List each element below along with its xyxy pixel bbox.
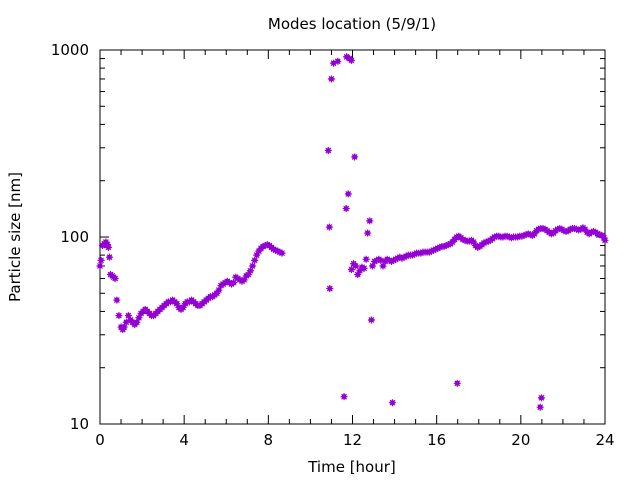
data-point [251,256,259,264]
data-point [230,279,238,287]
data-point [115,312,123,320]
data-point [179,303,187,311]
data-point [240,276,248,284]
y-tick-label: 1000 [51,41,89,59]
data-point [113,296,121,304]
x-tick-label: 20 [511,431,530,449]
x-tick-label: 0 [95,431,105,449]
y-axis-label: Particle size [nm] [6,172,24,302]
data-point [325,223,333,231]
data-point [135,314,143,322]
data-point [537,394,545,402]
data-point [249,262,257,270]
data-point [347,56,355,64]
data-point [347,266,355,274]
data-point [133,318,141,326]
y-tick-label: 10 [70,415,89,433]
data-point [124,312,132,320]
data-point [367,316,375,324]
x-tick-label: 16 [427,431,446,449]
data-point [379,262,387,270]
data-point [340,393,348,401]
data-point [334,57,342,65]
data-point [111,274,119,282]
data-point [342,205,350,213]
x-tick-label: 4 [179,431,189,449]
data-point [173,300,181,308]
data-point [364,229,372,237]
x-axis: 0 4 8 12 16 20 24 [95,50,615,449]
data-point [368,262,376,270]
data-point [120,323,128,331]
x-tick-label: 12 [343,431,362,449]
data-point [351,153,359,161]
data-point [104,243,112,251]
x-tick-label: 8 [264,431,274,449]
data-point [97,256,105,264]
data-point [215,286,223,294]
data-point [327,75,335,83]
data-point [388,399,396,407]
data-point [330,59,338,67]
data-point [96,262,104,270]
data-point [354,271,362,279]
data-point [344,190,352,198]
x-tick-label: 24 [595,431,614,449]
data-point [324,147,332,155]
data-point [536,403,544,411]
y-tick-label: 100 [60,228,89,246]
data-point [362,255,370,263]
data-point [105,253,113,261]
data-point [244,271,252,279]
data-point [122,318,130,326]
chart-title: Modes location (5/9/1) [268,15,436,33]
y-axis: 10 100 1000 [51,41,605,433]
data-point [326,285,334,293]
data-point [356,267,364,275]
data-point [246,267,254,275]
data-point [352,262,360,270]
data-points [96,53,609,411]
data-point [469,238,477,246]
x-axis-label: Time [hour] [307,458,396,476]
data-point [366,217,374,225]
data-point [360,264,368,272]
data-point [253,251,261,259]
data-point [278,249,286,257]
data-point [453,379,461,387]
data-point [601,236,609,244]
